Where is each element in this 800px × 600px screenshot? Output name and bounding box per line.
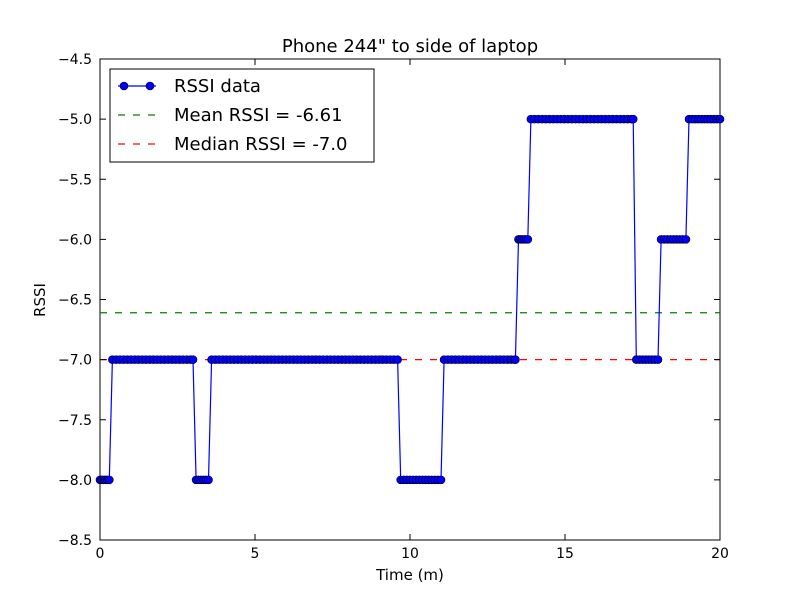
reference-lines (100, 312, 720, 361)
legend-data-marker (145, 81, 155, 91)
rssi-point (393, 355, 402, 364)
rssi-point (204, 475, 213, 485)
y-tick-label: −5.5 (58, 172, 92, 188)
y-tick-label: −7.5 (58, 413, 92, 429)
y-tick-label: −7.0 (58, 353, 92, 369)
x-tick-label: 0 (96, 546, 105, 562)
y-tick-label: −8.5 (58, 533, 92, 549)
rssi-point (436, 475, 446, 485)
rssi-point (511, 355, 520, 364)
y-tick-label: −6.5 (58, 293, 92, 309)
rssi-point (188, 355, 198, 364)
rssi-point (628, 114, 638, 124)
legend-data-label: RSSI data (174, 76, 261, 97)
rssi-point (681, 235, 691, 244)
legend-median-label: Median RSSI = -7.0 (174, 134, 348, 155)
x-tick-label: 15 (556, 546, 574, 562)
x-axis-label: Time (m) (375, 566, 444, 584)
y-axis-label: RSSI (31, 283, 49, 317)
x-tick-label: 5 (251, 546, 260, 562)
x-tick-label: 20 (711, 546, 729, 562)
chart-title: Phone 244" to side of laptop (282, 36, 538, 57)
rssi-series (95, 114, 725, 485)
rssi-point (105, 475, 114, 485)
x-tick-label: 10 (401, 546, 419, 562)
axis-ticks: 0 5 10 15 20 −4.5 −5.0 −5.5 −6.0 −6.5 −7.0 −7.5 −8.0… (58, 52, 729, 562)
y-tick-label: −6.0 (58, 232, 92, 248)
legend-data-marker (119, 81, 129, 91)
rssi-point (653, 355, 663, 364)
y-tick-label: −8.0 (58, 473, 92, 489)
legend: RSSI data Mean RSSI = -6.61 Median RSSI … (109, 68, 375, 163)
rssi-point (523, 235, 533, 244)
y-tick-label: −4.5 (58, 52, 92, 68)
legend-mean-label: Mean RSSI = -6.61 (174, 105, 343, 126)
y-tick-label: −5.0 (58, 112, 92, 128)
